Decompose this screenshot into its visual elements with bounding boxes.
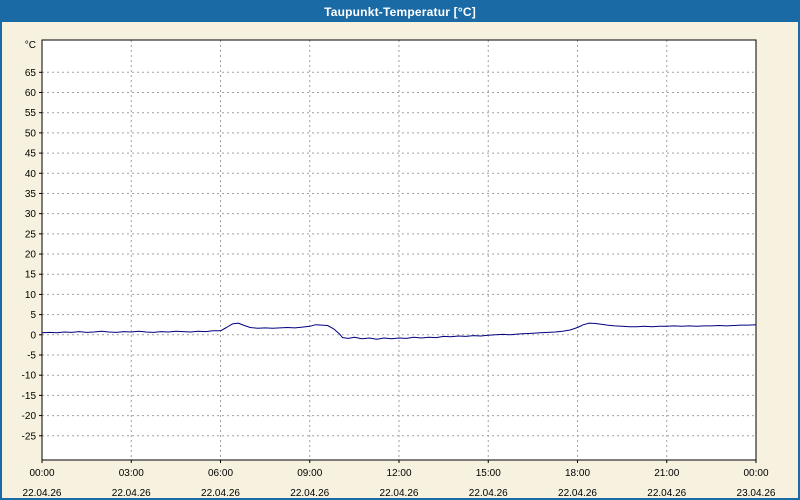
y-tick-label: -5	[27, 351, 36, 362]
x-tick-date-label: 22.04.26	[112, 488, 151, 498]
y-tick-label: 30	[25, 209, 37, 220]
y-tick-label: 45	[25, 149, 37, 160]
y-tick-label: -10	[22, 371, 37, 382]
dewpoint-line-chart: -25 -20 -15 -10 -5 0 5 10 15 20 25 30 35 40 45 50 55 60 65…	[22, 39, 776, 498]
x-tick-date-label: 22.04.26	[558, 488, 597, 498]
x-tick-time-label: 09:00	[297, 468, 322, 479]
y-tick-label: -20	[22, 411, 37, 422]
y-tick-label: 20	[25, 250, 37, 261]
y-tick-label: 0	[30, 330, 36, 341]
chart-area: -25 -20 -15 -10 -5 0 5 10 15 20 25 30 35 40 45 50 55 60 65…	[2, 22, 798, 498]
x-tick-time-label: 00:00	[743, 468, 768, 479]
window-title: Taupunkt-Temperatur [°C]	[324, 5, 476, 19]
y-tick-label: 10	[25, 290, 37, 301]
y-tick-label: 50	[25, 128, 37, 139]
y-tick-label: -15	[22, 391, 37, 402]
y-tick-label: 65	[25, 68, 37, 79]
x-tick-time-label: 06:00	[208, 468, 233, 479]
x-tick-time-label: 03:00	[119, 468, 144, 479]
plot-frame	[41, 39, 757, 461]
window-titlebar: Taupunkt-Temperatur [°C]	[2, 2, 798, 22]
x-tick-date-label: 23.04.26	[737, 488, 776, 498]
x-tick-date-label: 22.04.26	[290, 488, 329, 498]
y-tick-label: 55	[25, 108, 37, 119]
x-tick-time-label: 15:00	[476, 468, 501, 479]
x-tick-date-label: 22.04.26	[647, 488, 686, 498]
y-tick-label: 25	[25, 229, 37, 240]
y-tick-label: 35	[25, 189, 37, 200]
x-tick-time-label: 21:00	[654, 468, 679, 479]
y-axis-unit-label: °C	[25, 40, 36, 51]
x-tick-date-label: 22.04.26	[23, 488, 62, 498]
x-tick-date-label: 22.04.26	[201, 488, 240, 498]
x-tick-time-label: 00:00	[29, 468, 54, 479]
x-tick-time-label: 18:00	[565, 468, 590, 479]
x-tick-time-label: 12:00	[386, 468, 411, 479]
y-tick-label: 5	[30, 310, 36, 321]
y-tick-label: 15	[25, 270, 37, 281]
x-tick-date-label: 22.04.26	[380, 488, 419, 498]
y-tick-label: -25	[22, 431, 37, 442]
x-tick-date-label: 22.04.26	[469, 488, 508, 498]
y-tick-label: 40	[25, 169, 37, 180]
series-line	[41, 322, 757, 340]
y-tick-label: 60	[25, 88, 37, 99]
